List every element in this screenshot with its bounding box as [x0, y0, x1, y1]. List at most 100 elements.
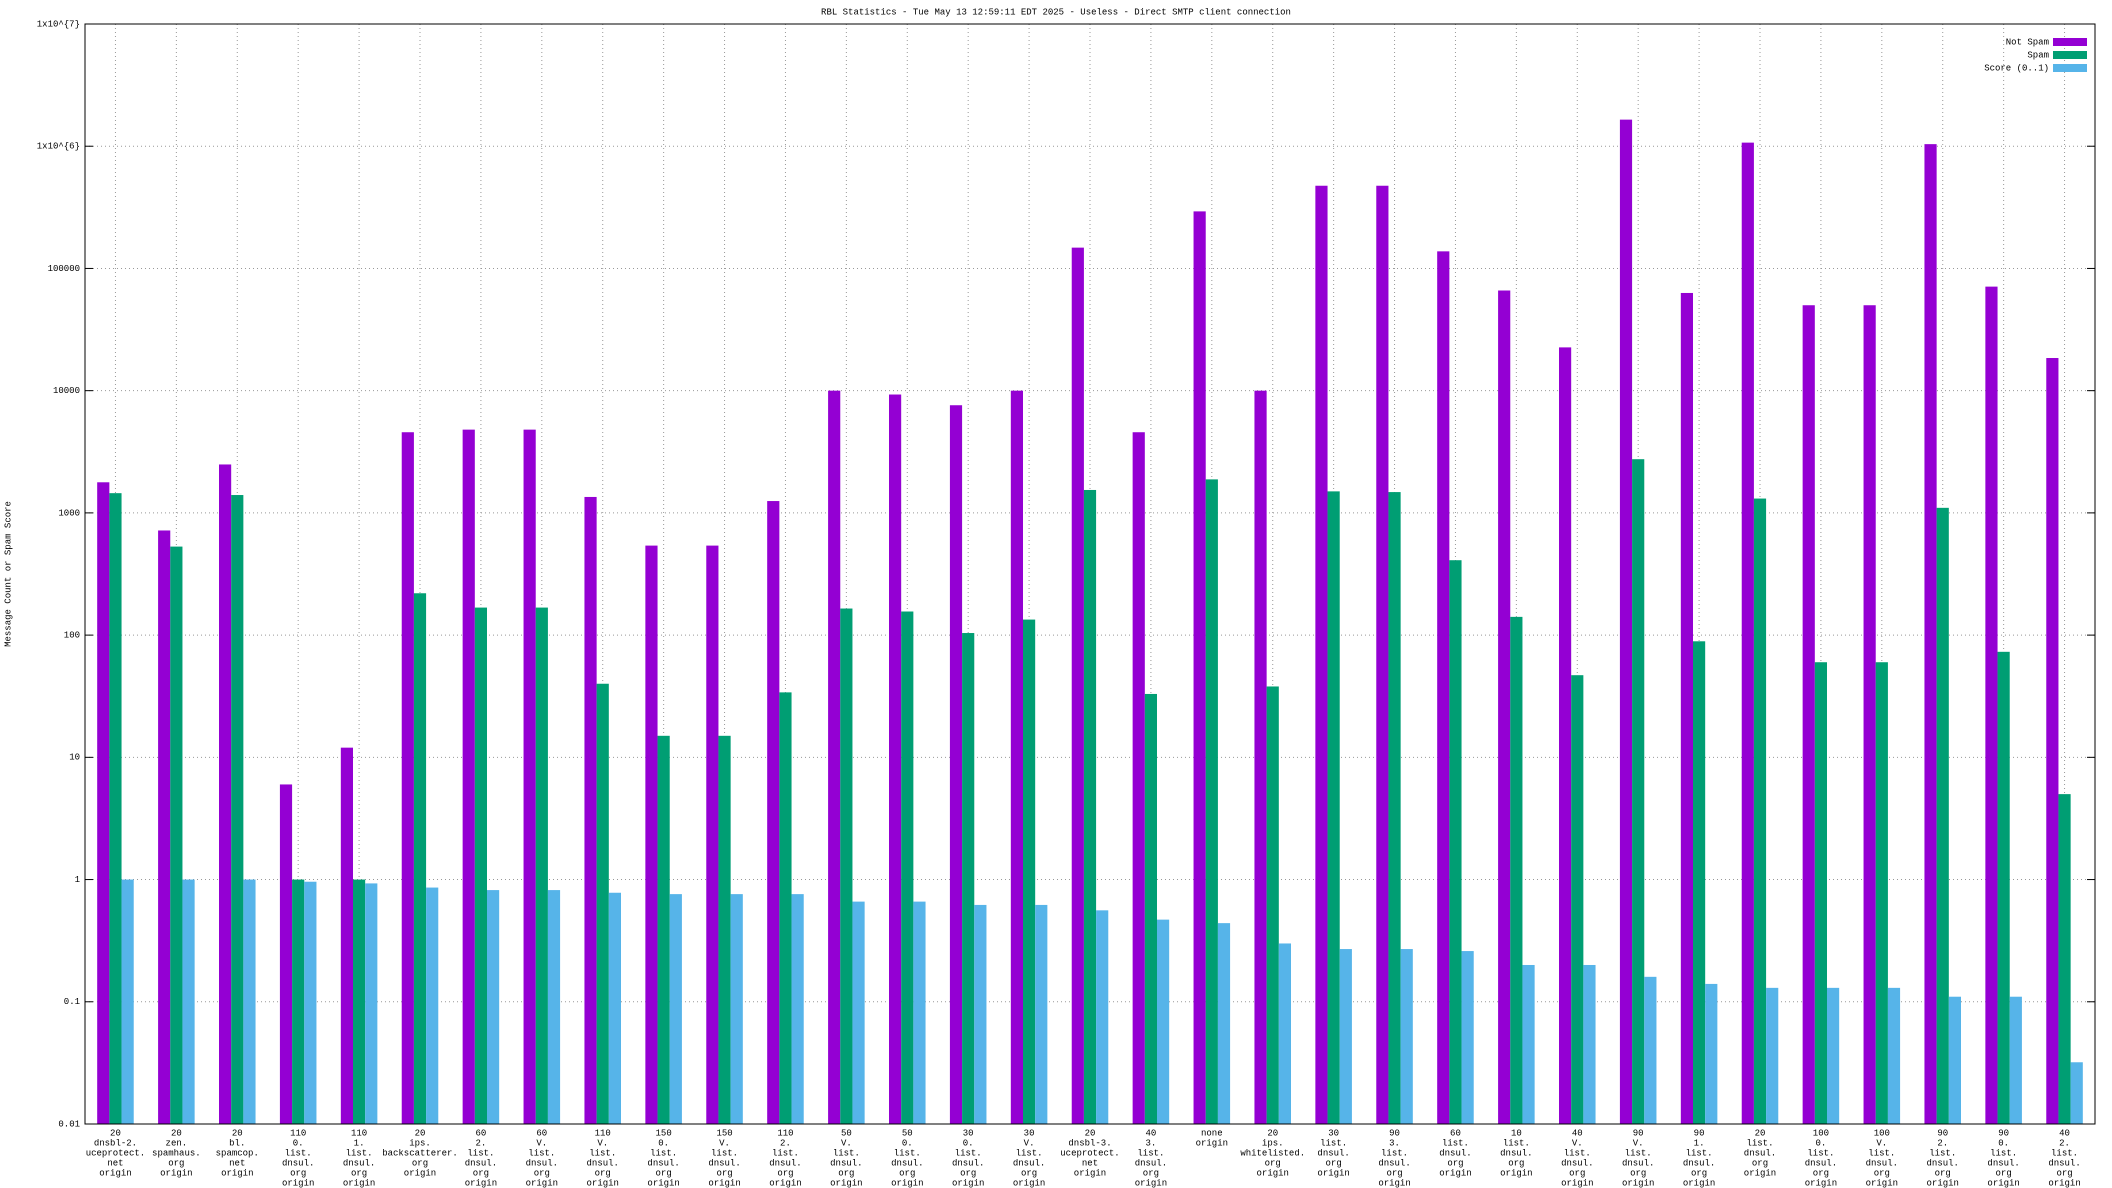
x-tick-label: dnsul. [1135, 1158, 1167, 1168]
bar [767, 501, 780, 1125]
bar [1863, 305, 1876, 1124]
x-tick-label: 90 [1937, 1128, 1948, 1138]
x-tick-label: V. [1633, 1138, 1644, 1148]
x-tick-label: V. [1572, 1138, 1583, 1148]
bar [1936, 507, 1949, 1124]
legend-label: Not Spam [2006, 37, 2049, 47]
x-tick-label: org [716, 1168, 732, 1178]
x-tick-label: origin [769, 1178, 801, 1188]
bar [1680, 292, 1693, 1124]
x-tick-label: list. [772, 1148, 799, 1158]
x-tick-label: list. [1442, 1138, 1469, 1148]
bar [1327, 491, 1340, 1124]
x-tick-label: origin [1987, 1178, 2019, 1188]
bar [913, 901, 926, 1124]
x-tick-label: dnsul. [891, 1158, 923, 1168]
x-tick-label: list. [955, 1148, 982, 1158]
x-tick-label: none [1201, 1128, 1223, 1138]
x-tick-label: origin [221, 1168, 253, 1178]
x-tick-label: 2. [780, 1138, 791, 1148]
x-tick-label: org [1021, 1168, 1037, 1178]
x-tick-label: org [899, 1168, 915, 1178]
bar [2070, 1062, 2083, 1124]
x-tick-label: 110 [595, 1128, 611, 1138]
bar [1644, 976, 1657, 1124]
x-tick-label: list. [1381, 1148, 1408, 1158]
x-tick-label: origin [1378, 1178, 1410, 1188]
bar [2046, 358, 2059, 1124]
x-tick-label: origin [343, 1178, 375, 1188]
x-tick-label: list. [1990, 1148, 2017, 1158]
x-tick-label: dnsul. [1683, 1158, 1715, 1168]
bar [596, 683, 609, 1124]
y-tick-label: 1 [75, 875, 80, 885]
bar [1948, 996, 1961, 1124]
x-tick-label: V. [1876, 1138, 1887, 1148]
x-tick-label: origin [1683, 1178, 1715, 1188]
bar [1388, 492, 1401, 1125]
x-tick-label: origin [1013, 1178, 1045, 1188]
bar [1132, 432, 1145, 1125]
x-tick-label: ips. [409, 1138, 431, 1148]
x-tick-label: origin [708, 1178, 740, 1188]
x-tick-label: 0. [1816, 1138, 1827, 1148]
x-tick-label: origin [891, 1178, 923, 1188]
bar [1705, 983, 1718, 1124]
bar [487, 890, 500, 1124]
x-tick-label: 20 [415, 1128, 426, 1138]
x-tick-label: origin [830, 1178, 862, 1188]
bar [97, 482, 110, 1125]
y-tick-label: 1x10^{6} [37, 142, 80, 152]
x-tick-label: org [595, 1168, 611, 1178]
x-tick-label: dnsul. [343, 1158, 375, 1168]
x-tick-label: dnsul. [647, 1158, 679, 1168]
x-tick-label: 20 [232, 1128, 243, 1138]
x-tick-label: org [1265, 1158, 1281, 1168]
bar [1559, 347, 1572, 1125]
bar [340, 747, 353, 1124]
bar [1266, 686, 1279, 1124]
x-tick-label: 40 [1146, 1128, 1157, 1138]
x-tick-label: uceprotect. [86, 1148, 145, 1158]
x-tick-label: origin [587, 1178, 619, 1188]
bar [1083, 489, 1097, 1124]
x-tick-label: org [1447, 1158, 1463, 1168]
bar [852, 901, 865, 1124]
x-tick-label: V. [536, 1138, 547, 1148]
bar [669, 894, 682, 1124]
x-tick-label: org [1935, 1168, 1951, 1178]
x-tick-label: origin [1927, 1178, 1959, 1188]
bar [1619, 119, 1633, 1124]
x-tick-label: 50 [841, 1128, 852, 1138]
x-tick-label: origin [404, 1168, 436, 1178]
x-tick-label: org [351, 1168, 367, 1178]
x-tick-label: 50 [902, 1128, 913, 1138]
x-tick-label: spamhaus. [152, 1148, 201, 1158]
bar [523, 429, 536, 1124]
x-tick-label: org [1386, 1168, 1402, 1178]
bar [1510, 616, 1523, 1124]
bar [1193, 211, 1206, 1125]
bar [1035, 904, 1048, 1124]
x-tick-label: dnsul. [1317, 1148, 1349, 1158]
bar [547, 890, 561, 1124]
x-tick-label: 40 [1572, 1128, 1583, 1138]
x-tick-label: 10 [1511, 1128, 1522, 1138]
bar [657, 735, 670, 1124]
bar [1753, 498, 1767, 1124]
x-tick-label: list. [285, 1148, 312, 1158]
x-tick-label: org [290, 1168, 306, 1178]
bar [401, 432, 414, 1125]
x-tick-label: list. [1320, 1138, 1347, 1148]
x-tick-label: V. [1024, 1138, 1035, 1148]
x-tick-label: zen. [166, 1138, 188, 1148]
x-tick-label: net [107, 1158, 123, 1168]
bar [1583, 964, 1596, 1124]
bar [1887, 987, 1901, 1124]
bar [584, 496, 597, 1124]
x-tick-label: org [1326, 1158, 1342, 1168]
x-tick-label: origin [1196, 1138, 1228, 1148]
x-tick-label: V. [719, 1138, 730, 1148]
x-tick-label: dnsul. [1439, 1148, 1471, 1158]
x-tick-label: org [473, 1168, 489, 1178]
